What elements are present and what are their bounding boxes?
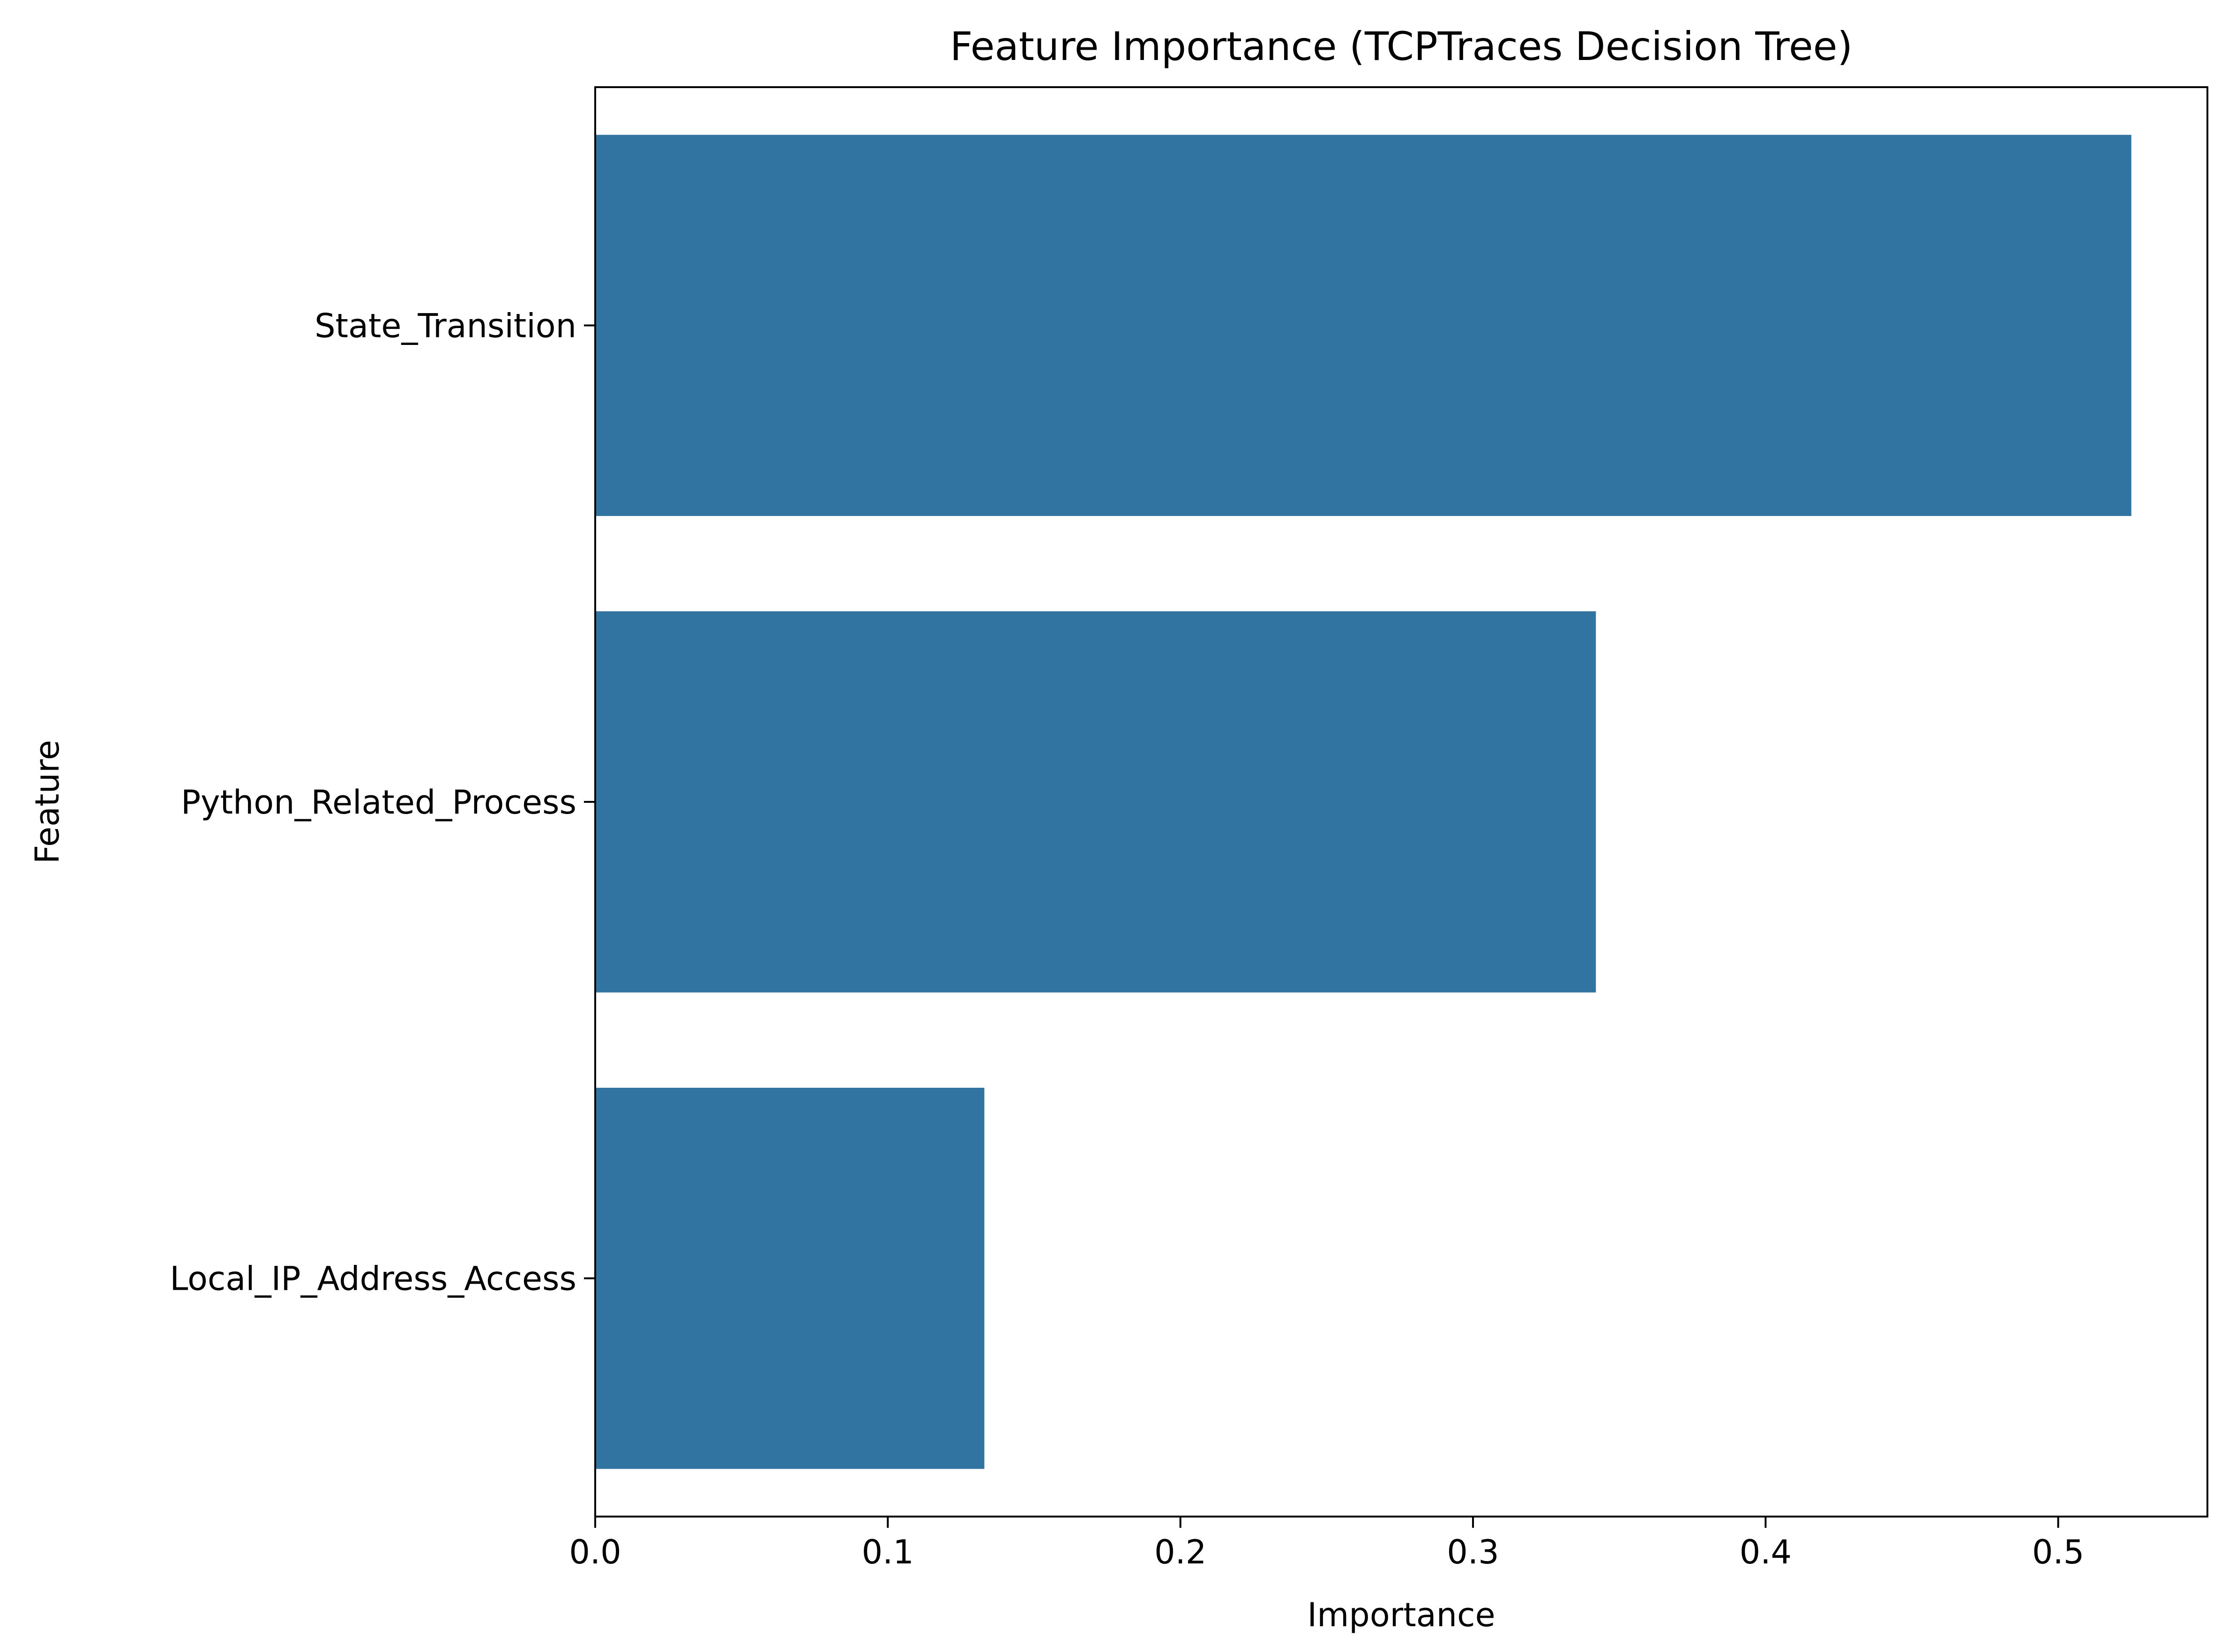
y-axis-ticks: State_Transition Python_Related_Process Lo… xyxy=(170,306,595,1298)
x-tick-label: 0.2 xyxy=(1154,1533,1206,1571)
x-tick-label: 0.3 xyxy=(1447,1533,1499,1571)
x-tick-label: 0.0 xyxy=(569,1533,621,1571)
x-tick-label: 0.1 xyxy=(862,1533,914,1571)
x-axis-ticks: 0.0 0.1 0.2 0.3 0.4 0.5 xyxy=(569,1517,2084,1571)
bar-local-ip-address-access xyxy=(595,1088,985,1469)
chart-title: Feature Importance (TCPTraces Decision T… xyxy=(950,23,1853,69)
x-axis-label: Importance xyxy=(1307,1596,1495,1634)
bar-state-transition xyxy=(595,135,2131,516)
bars-layer xyxy=(595,135,2131,1469)
x-tick-label: 0.4 xyxy=(1740,1533,1792,1571)
y-tick-label: Local_IP_Address_Access xyxy=(170,1260,576,1298)
y-axis-label: Feature xyxy=(28,740,67,864)
x-tick-label: 0.5 xyxy=(2032,1533,2084,1571)
y-tick-label: State_Transition xyxy=(314,306,576,345)
y-tick-label: Python_Related_Process xyxy=(181,783,576,822)
bar-python-related-process xyxy=(595,611,1596,993)
plot-area-frame xyxy=(594,86,2208,1517)
